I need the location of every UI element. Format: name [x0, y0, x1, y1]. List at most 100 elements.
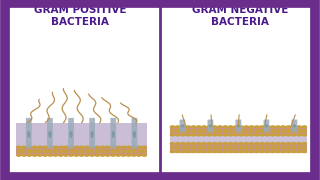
Circle shape [196, 130, 201, 133]
Circle shape [228, 125, 233, 128]
Circle shape [206, 142, 212, 145]
Circle shape [297, 145, 301, 148]
Circle shape [201, 150, 207, 153]
Ellipse shape [91, 131, 94, 138]
Circle shape [297, 147, 301, 150]
Circle shape [259, 142, 265, 145]
Circle shape [265, 125, 270, 128]
Circle shape [301, 125, 307, 128]
Circle shape [100, 154, 105, 157]
Circle shape [244, 129, 249, 131]
Circle shape [222, 133, 228, 137]
Circle shape [186, 129, 191, 131]
Circle shape [95, 151, 100, 153]
Circle shape [249, 150, 254, 153]
Circle shape [180, 125, 186, 128]
Circle shape [260, 129, 265, 131]
Ellipse shape [69, 131, 73, 138]
Circle shape [217, 142, 223, 145]
Circle shape [291, 125, 297, 128]
Circle shape [270, 133, 276, 137]
Circle shape [238, 125, 244, 128]
Circle shape [63, 145, 69, 149]
Circle shape [239, 130, 244, 133]
Circle shape [105, 154, 111, 157]
Circle shape [254, 133, 260, 137]
Circle shape [53, 149, 58, 152]
Circle shape [58, 149, 63, 152]
Circle shape [100, 149, 105, 152]
Circle shape [175, 150, 180, 153]
Circle shape [206, 125, 212, 128]
Circle shape [238, 142, 244, 145]
Circle shape [126, 151, 131, 153]
Circle shape [270, 147, 275, 150]
Bar [170, 143, 307, 148]
Circle shape [84, 149, 89, 152]
Circle shape [175, 145, 180, 148]
Circle shape [291, 147, 296, 150]
Circle shape [196, 147, 201, 150]
Circle shape [260, 145, 265, 148]
FancyBboxPatch shape [236, 120, 241, 132]
Circle shape [259, 125, 265, 128]
Circle shape [249, 133, 254, 137]
Circle shape [89, 154, 95, 157]
Circle shape [185, 142, 191, 145]
Bar [16, 151, 147, 156]
FancyBboxPatch shape [180, 120, 185, 132]
Circle shape [244, 147, 249, 150]
FancyBboxPatch shape [47, 118, 53, 148]
Circle shape [286, 125, 292, 128]
Ellipse shape [48, 131, 52, 138]
Circle shape [21, 154, 27, 157]
Circle shape [79, 149, 84, 152]
Circle shape [244, 150, 249, 153]
Circle shape [270, 150, 276, 153]
Circle shape [270, 130, 275, 133]
FancyBboxPatch shape [207, 120, 213, 132]
Circle shape [218, 147, 222, 150]
Circle shape [142, 151, 147, 153]
Circle shape [191, 150, 196, 153]
Circle shape [260, 147, 265, 150]
Circle shape [170, 150, 175, 153]
Circle shape [223, 130, 228, 133]
Circle shape [207, 130, 212, 133]
Circle shape [286, 130, 291, 133]
Circle shape [202, 130, 207, 133]
Circle shape [74, 154, 79, 157]
Circle shape [280, 133, 286, 137]
Circle shape [37, 145, 43, 149]
Circle shape [286, 133, 292, 137]
Circle shape [265, 147, 270, 150]
Circle shape [63, 154, 69, 157]
Circle shape [218, 145, 222, 148]
Circle shape [79, 145, 84, 149]
Bar [170, 148, 307, 153]
Circle shape [228, 145, 233, 148]
Circle shape [115, 145, 121, 149]
Circle shape [212, 147, 217, 150]
Circle shape [281, 130, 286, 133]
Circle shape [196, 142, 202, 145]
Circle shape [170, 145, 175, 148]
Circle shape [265, 133, 270, 137]
Circle shape [212, 125, 218, 128]
Circle shape [301, 150, 307, 153]
Circle shape [297, 129, 301, 131]
Circle shape [201, 133, 207, 137]
Circle shape [90, 149, 94, 152]
Circle shape [52, 145, 58, 149]
Circle shape [27, 151, 32, 153]
Circle shape [170, 133, 175, 137]
Circle shape [291, 142, 297, 145]
Circle shape [16, 149, 21, 152]
Circle shape [296, 150, 302, 153]
Circle shape [37, 154, 43, 157]
Circle shape [280, 125, 286, 128]
Circle shape [270, 125, 276, 128]
Circle shape [79, 151, 84, 153]
Circle shape [141, 154, 147, 157]
Circle shape [201, 142, 207, 145]
